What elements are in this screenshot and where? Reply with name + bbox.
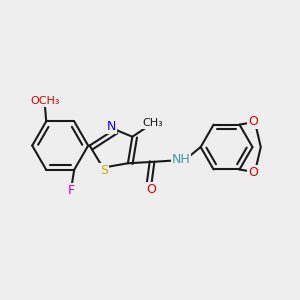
Text: NH: NH [172, 153, 190, 166]
Text: N: N [107, 120, 116, 133]
Text: CH₃: CH₃ [142, 118, 163, 128]
Text: F: F [68, 184, 75, 197]
Text: S: S [100, 164, 108, 177]
Text: OCH₃: OCH₃ [30, 96, 59, 106]
Text: O: O [248, 166, 258, 179]
Text: O: O [248, 115, 258, 128]
Text: O: O [146, 183, 156, 196]
